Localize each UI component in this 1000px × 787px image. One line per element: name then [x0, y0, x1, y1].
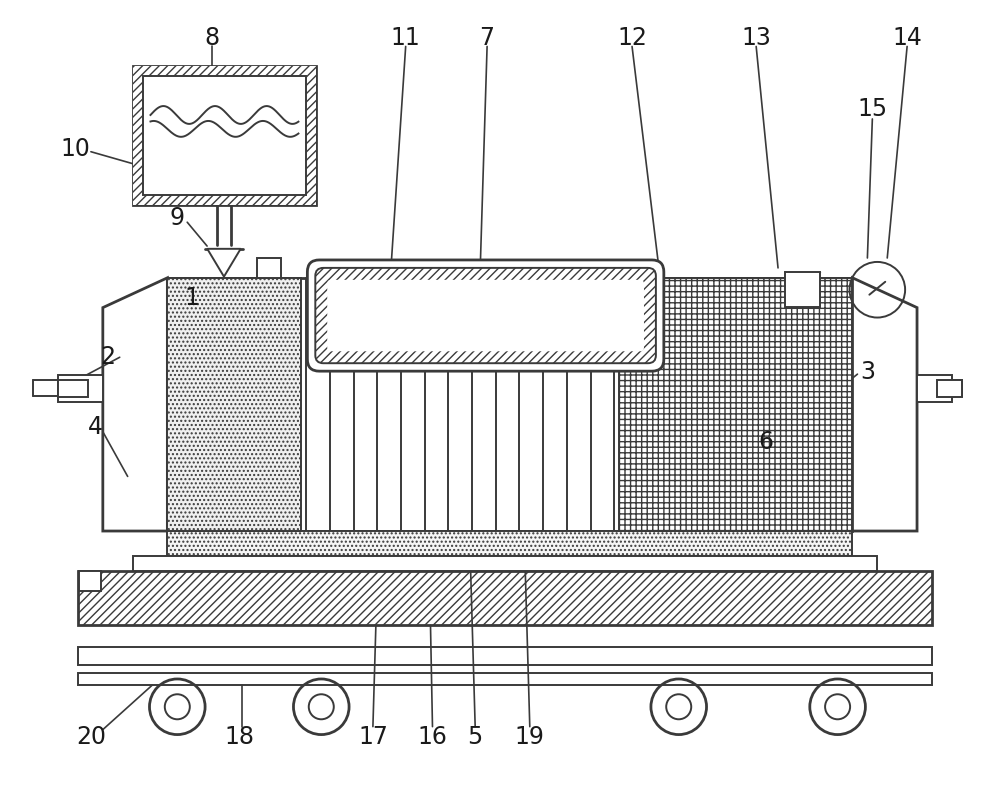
- Text: 7: 7: [480, 25, 495, 50]
- Text: 11: 11: [391, 25, 421, 50]
- Bar: [133, 66, 316, 205]
- Bar: [167, 278, 852, 531]
- Text: 14: 14: [892, 25, 922, 50]
- Text: 1: 1: [185, 286, 200, 309]
- Text: 9: 9: [170, 206, 185, 231]
- Bar: [133, 66, 316, 76]
- Bar: [257, 258, 281, 278]
- Text: 18: 18: [225, 725, 255, 748]
- Polygon shape: [619, 278, 852, 531]
- Text: 6: 6: [759, 430, 774, 453]
- Bar: [58, 375, 103, 402]
- Text: 12: 12: [617, 25, 647, 50]
- FancyBboxPatch shape: [327, 280, 644, 351]
- Text: 2: 2: [100, 345, 115, 369]
- Text: 19: 19: [515, 725, 545, 748]
- Bar: [143, 76, 306, 195]
- Text: 3: 3: [860, 360, 875, 384]
- Text: 8: 8: [204, 25, 220, 50]
- Bar: [133, 556, 877, 571]
- Bar: [78, 647, 932, 665]
- Polygon shape: [852, 278, 917, 531]
- Bar: [133, 66, 143, 205]
- Bar: [79, 571, 101, 590]
- Bar: [133, 195, 316, 205]
- Bar: [785, 272, 820, 307]
- Polygon shape: [207, 249, 241, 277]
- Text: 16: 16: [418, 725, 447, 748]
- Bar: [167, 531, 852, 556]
- Polygon shape: [103, 278, 167, 531]
- Text: 5: 5: [468, 725, 483, 748]
- FancyBboxPatch shape: [307, 260, 664, 371]
- Text: 20: 20: [76, 725, 106, 748]
- Bar: [937, 380, 962, 397]
- Bar: [78, 571, 932, 626]
- Text: 17: 17: [358, 725, 388, 748]
- Text: 13: 13: [741, 25, 771, 50]
- Bar: [58, 380, 88, 397]
- Polygon shape: [167, 278, 301, 531]
- Text: 10: 10: [60, 137, 90, 161]
- Bar: [144, 77, 305, 194]
- Bar: [917, 375, 952, 402]
- Bar: [78, 673, 932, 685]
- Text: 4: 4: [87, 415, 102, 439]
- Bar: [306, 66, 316, 205]
- Text: 15: 15: [857, 97, 887, 121]
- FancyBboxPatch shape: [315, 268, 656, 364]
